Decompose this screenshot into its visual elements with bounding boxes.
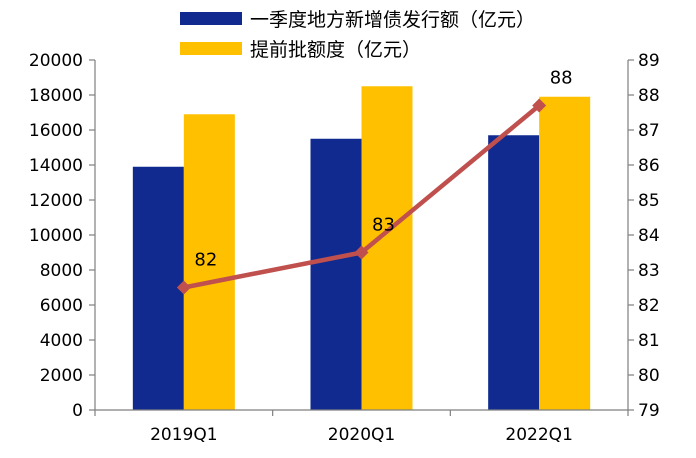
y-left-tick-label: 4000 [40,331,83,351]
y-right-tick-label: 85 [638,191,660,211]
bar-2-2022q1 [539,96,591,410]
legend-label-series-2: 提前批额度（亿元） [250,39,421,61]
axes-layer: 0 2000 4000 6000 8000 10000 12000 14000 16000 180… [29,51,660,445]
y-right-tick-label: 84 [638,226,660,246]
y-right-tick-label: 79 [638,401,660,421]
bar-1-2019q1 [132,166,184,410]
line-data-label-2019q1: 82 [194,250,217,271]
y-right-tick-label: 89 [638,51,660,71]
y-left-tick-label: 20000 [29,51,83,71]
y-left-tick-label: 14000 [29,156,83,176]
legend-swatch-series-1 [180,12,242,25]
legend-label-series-1: 一季度地方新增债发行额（亿元） [250,9,535,31]
y-right-tick-label: 83 [638,261,660,281]
y-right-tick-label: 86 [638,156,660,176]
y-right-tick-label: 87 [638,121,660,141]
y-left-tick-label: 6000 [40,296,83,316]
y-left-tick-label: 0 [72,401,83,421]
bar-1-2020q1 [310,138,362,410]
bar-2-2019q1 [183,114,235,410]
line-layer: 82 83 88 [176,68,573,295]
y-right-tick-label: 80 [638,366,660,386]
x-tick-label: 2022Q1 [505,425,572,445]
x-tick-label: 2019Q1 [150,425,217,445]
y-left-tick-label: 16000 [29,121,83,141]
y-left-tick-label: 2000 [40,366,83,386]
y-left-tick-label: 10000 [29,226,83,246]
line-data-label-2020q1: 83 [372,215,395,236]
legend: 一季度地方新增债发行额（亿元） 提前批额度（亿元） [180,9,535,61]
line-point-2022q1 [532,98,547,113]
y-right-tick-label: 82 [638,296,660,316]
y-right-tick-label: 81 [638,331,660,351]
line-point-2020q1 [354,245,369,260]
x-tick-label: 2020Q1 [328,425,395,445]
y-left-tick-label: 8000 [40,261,83,281]
legend-swatch-series-2 [180,42,242,55]
y-right-tick-label: 88 [638,86,660,106]
line-point-2019q1 [176,280,191,295]
y-left-tick-label: 18000 [29,86,83,106]
line-data-label-2022q1: 88 [550,68,573,89]
y-left-tick-label: 12000 [29,191,83,211]
bar-1-2022q1 [488,135,540,410]
